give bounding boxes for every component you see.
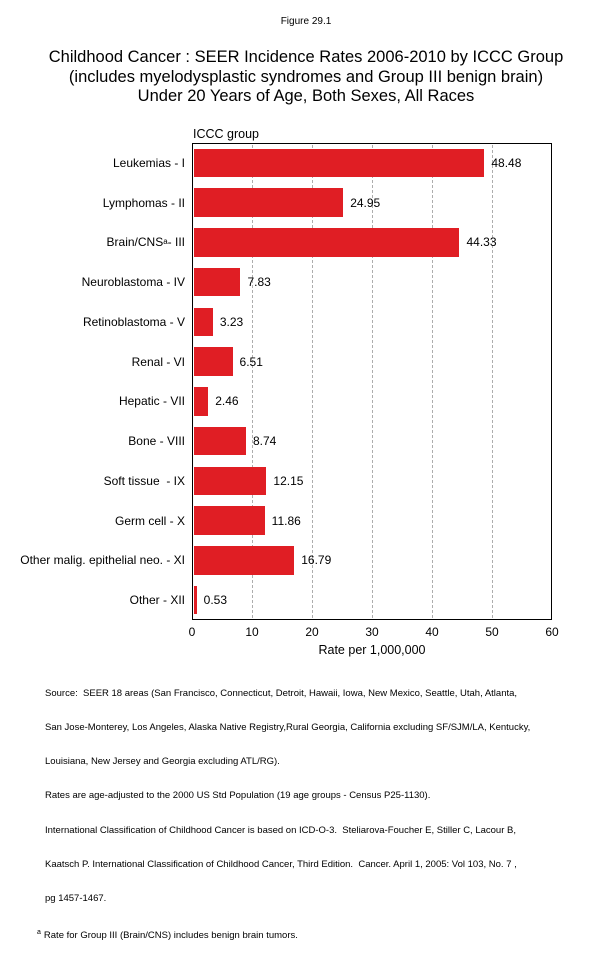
- group-axis-label: ICCC group: [193, 127, 259, 141]
- category-label: Neuroblastoma - IV: [81, 275, 185, 290]
- bar: [193, 387, 209, 416]
- category-label: Germ cell - X: [114, 513, 185, 528]
- value-label: 44.33: [466, 235, 497, 250]
- footnote-line: San Jose-Monterey, Los Angeles, Alaska N…: [45, 722, 531, 734]
- x-tick-label: 40: [425, 625, 439, 639]
- gridline: [252, 145, 253, 618]
- chart-title-line-3: Under 20 Years of Age, Both Sexes, All R…: [137, 87, 475, 105]
- gridline: [432, 145, 433, 618]
- footnote-line: Louisiana, New Jersey and Georgia exclud…: [45, 756, 280, 768]
- x-tick-label: 20: [305, 625, 319, 639]
- bar: [193, 585, 197, 615]
- category-label: Soft tissue - IX: [103, 473, 185, 488]
- x-tick-label: 60: [545, 625, 559, 639]
- chart-title-line-1: Childhood Cancer : SEER Incidence Rates …: [48, 48, 564, 66]
- value-label: 12.15: [273, 473, 304, 488]
- footnote-a-marker: a: [37, 929, 41, 937]
- category-label: Bone - VIII: [128, 434, 185, 449]
- x-axis-label: Rate per 1,000,000: [318, 643, 426, 657]
- value-label: 24.95: [350, 195, 381, 210]
- bar: [193, 188, 344, 217]
- footnote-line: International Classification of Childhoo…: [45, 824, 516, 836]
- gridline: [492, 145, 493, 618]
- figure-number: Figure 29.1: [280, 16, 332, 27]
- value-label: 7.83: [247, 275, 271, 290]
- bar: [193, 267, 241, 297]
- value-label: 0.53: [203, 593, 228, 608]
- bar: [193, 228, 460, 257]
- footnote-a: a Rate for Group III (Brain/CNS) includes…: [37, 927, 590, 942]
- x-tick-label: 10: [245, 625, 259, 639]
- bar: [193, 506, 265, 535]
- gridline: [372, 145, 373, 618]
- footnote-line: Source: SEER 18 areas (San Francisco, Co…: [45, 687, 518, 699]
- footnote-a-text: Rate for Group III (Brain/CNS) includes …: [43, 930, 298, 942]
- category-label: Renal - VI: [131, 354, 185, 369]
- bar: [193, 148, 485, 178]
- footnote-line: Rates are age-adjusted to the 2000 US St…: [45, 790, 431, 802]
- footnote-line: Kaatsch P. International Classification …: [45, 858, 517, 870]
- bar: [193, 426, 246, 456]
- category-label: Brain/CNS a - III: [106, 235, 185, 250]
- value-label: 2.46: [215, 394, 239, 409]
- plot-area: [192, 143, 552, 620]
- gridline: [312, 145, 313, 618]
- category-label: Other malig. epithelial neo. - XI: [20, 553, 185, 568]
- value-label: 11.86: [271, 513, 301, 528]
- bar: [193, 347, 233, 376]
- category-label: Lymphomas - II: [102, 195, 185, 210]
- x-tick-label: 50: [485, 625, 499, 639]
- chart-title-line-2: (includes myelodysplastic syndromes and …: [68, 67, 544, 86]
- value-label: 48.48: [491, 155, 522, 170]
- value-label: 8.74: [252, 434, 277, 449]
- footnotes: Source: SEER 18 areas (San Francisco, Co…: [37, 665, 590, 953]
- bar: [193, 307, 213, 337]
- bar: [193, 546, 295, 575]
- x-tick-label: 0: [188, 625, 196, 639]
- bar: [193, 466, 267, 496]
- footnote-line: pg 1457-1467.: [45, 893, 107, 905]
- category-label: Hepatic - VII: [118, 394, 185, 409]
- value-label: 16.79: [301, 553, 332, 568]
- chart-title: Childhood Cancer : SEER Incidence Rates …: [0, 48, 612, 107]
- x-tick-label: 30: [365, 625, 379, 639]
- category-label: Leukemias - I: [112, 155, 185, 170]
- bar-chart: Rate per 1,000,000 Leukemias - I 48.48 Lym…: [0, 143, 612, 703]
- value-label: 6.51: [239, 354, 263, 369]
- category-label: Retinoblastoma - V: [82, 314, 185, 329]
- value-label: 3.23: [219, 314, 244, 329]
- category-label: Other - XII: [129, 593, 185, 608]
